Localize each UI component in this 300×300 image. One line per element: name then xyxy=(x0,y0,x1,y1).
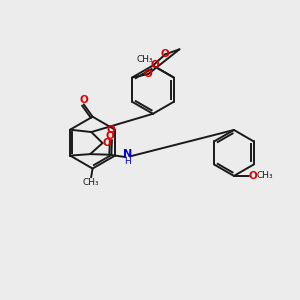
Text: O: O xyxy=(248,171,257,181)
Text: O: O xyxy=(161,49,170,59)
Text: CH₃: CH₃ xyxy=(137,55,154,64)
Text: CH₃: CH₃ xyxy=(83,178,99,187)
Text: N: N xyxy=(123,149,133,159)
Text: O: O xyxy=(144,69,153,79)
Text: H: H xyxy=(124,157,131,166)
Text: O: O xyxy=(151,60,159,70)
Text: O: O xyxy=(106,125,115,135)
Text: O: O xyxy=(80,95,88,105)
Text: CH₃: CH₃ xyxy=(256,171,273,180)
Text: O: O xyxy=(102,138,111,148)
Text: O: O xyxy=(106,131,114,141)
